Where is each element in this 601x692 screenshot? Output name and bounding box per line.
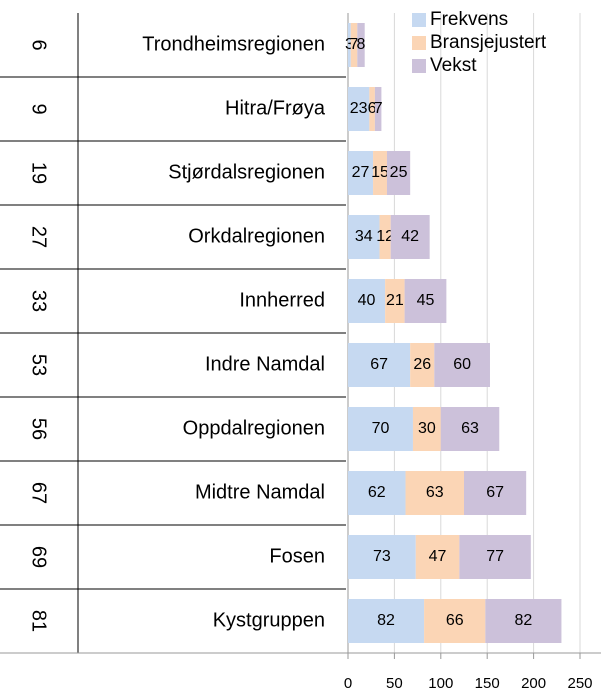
rank: 56 xyxy=(28,418,50,440)
category-label: Kystgruppen xyxy=(213,609,325,631)
bar-segment xyxy=(348,23,351,67)
x-tick-label: 0 xyxy=(344,675,352,692)
value-label: 30 xyxy=(418,420,436,437)
value-label: 34 xyxy=(355,228,373,245)
bar-segment xyxy=(348,599,425,643)
value-label: 45 xyxy=(417,292,435,309)
value-label: 12 xyxy=(376,228,394,245)
value-label: 77 xyxy=(486,548,504,565)
bar-segment xyxy=(412,407,441,451)
legend-label: Bransjejustert xyxy=(430,32,547,53)
x-tick-label: 200 xyxy=(521,675,546,692)
bar-segment xyxy=(348,279,386,323)
bar-segment xyxy=(424,599,486,643)
bar-segment xyxy=(434,343,490,387)
value-label: 7 xyxy=(350,36,359,53)
value-label: 23 xyxy=(350,100,368,117)
x-tick-label: 150 xyxy=(475,675,500,692)
category-label: Indre Namdal xyxy=(205,353,325,375)
category-label: Hitra/Frøya xyxy=(225,97,326,119)
value-label: 3 xyxy=(345,36,354,53)
bar-segment xyxy=(348,471,406,515)
value-label: 63 xyxy=(461,420,479,437)
rank: 19 xyxy=(28,162,50,184)
rank: 69 xyxy=(28,546,50,568)
x-tick-label: 100 xyxy=(428,675,453,692)
legend-swatch xyxy=(412,36,426,50)
bar-segment xyxy=(404,279,447,323)
x-tick-label: 250 xyxy=(567,675,592,692)
legend-swatch xyxy=(412,13,426,27)
legend-label: Vekst xyxy=(430,55,477,76)
value-label: 15 xyxy=(371,164,389,181)
bar-segment xyxy=(369,87,375,131)
bar-segment xyxy=(379,215,391,259)
category-label: Midtre Namdal xyxy=(195,481,325,503)
bar-segment xyxy=(385,279,405,323)
bar-segment xyxy=(464,471,527,515)
value-label: 27 xyxy=(352,164,370,181)
bar-segment xyxy=(405,471,464,515)
rank: 67 xyxy=(28,482,50,504)
x-tick-label: 50 xyxy=(386,675,403,692)
value-label: 67 xyxy=(486,484,504,501)
bar-segment xyxy=(410,343,435,387)
legend-label: Frekvens xyxy=(430,9,508,30)
category-label: Stjørdalsregionen xyxy=(168,161,325,183)
bar-segment xyxy=(348,215,380,259)
value-label: 8 xyxy=(357,36,366,53)
value-label: 62 xyxy=(368,484,386,501)
value-label: 82 xyxy=(514,612,532,629)
value-label: 21 xyxy=(386,292,404,309)
value-label: 6 xyxy=(368,100,377,117)
bar-segment xyxy=(348,535,416,579)
bar-segment xyxy=(348,151,374,195)
category-label: Fosen xyxy=(269,545,325,567)
value-label: 42 xyxy=(401,228,419,245)
category-label: Trondheimsregionen xyxy=(142,33,325,55)
category-label: Orkdalregionen xyxy=(188,225,325,247)
value-label: 66 xyxy=(446,612,464,629)
bar-segment xyxy=(440,407,500,451)
rank: 6 xyxy=(28,39,50,50)
bar-segment xyxy=(386,151,411,195)
value-label: 25 xyxy=(390,164,408,181)
category-label: Innherred xyxy=(239,289,325,311)
bar-segment xyxy=(348,407,413,451)
value-label: 60 xyxy=(453,356,471,373)
rank: 53 xyxy=(28,354,50,376)
rank: 27 xyxy=(28,226,50,248)
bar-segment xyxy=(415,535,460,579)
rank: 9 xyxy=(28,103,50,114)
value-label: 47 xyxy=(429,548,447,565)
value-label: 40 xyxy=(358,292,376,309)
value-label: 82 xyxy=(377,612,395,629)
value-label: 26 xyxy=(413,356,431,373)
bar-segment xyxy=(348,343,411,387)
bar-segment xyxy=(459,535,531,579)
value-label: 63 xyxy=(426,484,444,501)
bar-segment xyxy=(350,23,358,67)
value-label: 73 xyxy=(373,548,391,565)
legend-swatch xyxy=(412,59,426,73)
bar-segment xyxy=(374,87,382,131)
bar-segment xyxy=(348,87,370,131)
value-label: 67 xyxy=(370,356,388,373)
bar-segment xyxy=(485,599,562,643)
rank: 33 xyxy=(28,290,50,312)
value-label: 7 xyxy=(374,100,383,117)
rank: 81 xyxy=(28,610,50,632)
category-label: Oppdalregionen xyxy=(183,417,325,439)
bar-segment xyxy=(373,151,387,195)
bar-segment xyxy=(390,215,430,259)
bar-segment xyxy=(357,23,365,67)
value-label: 70 xyxy=(372,420,390,437)
